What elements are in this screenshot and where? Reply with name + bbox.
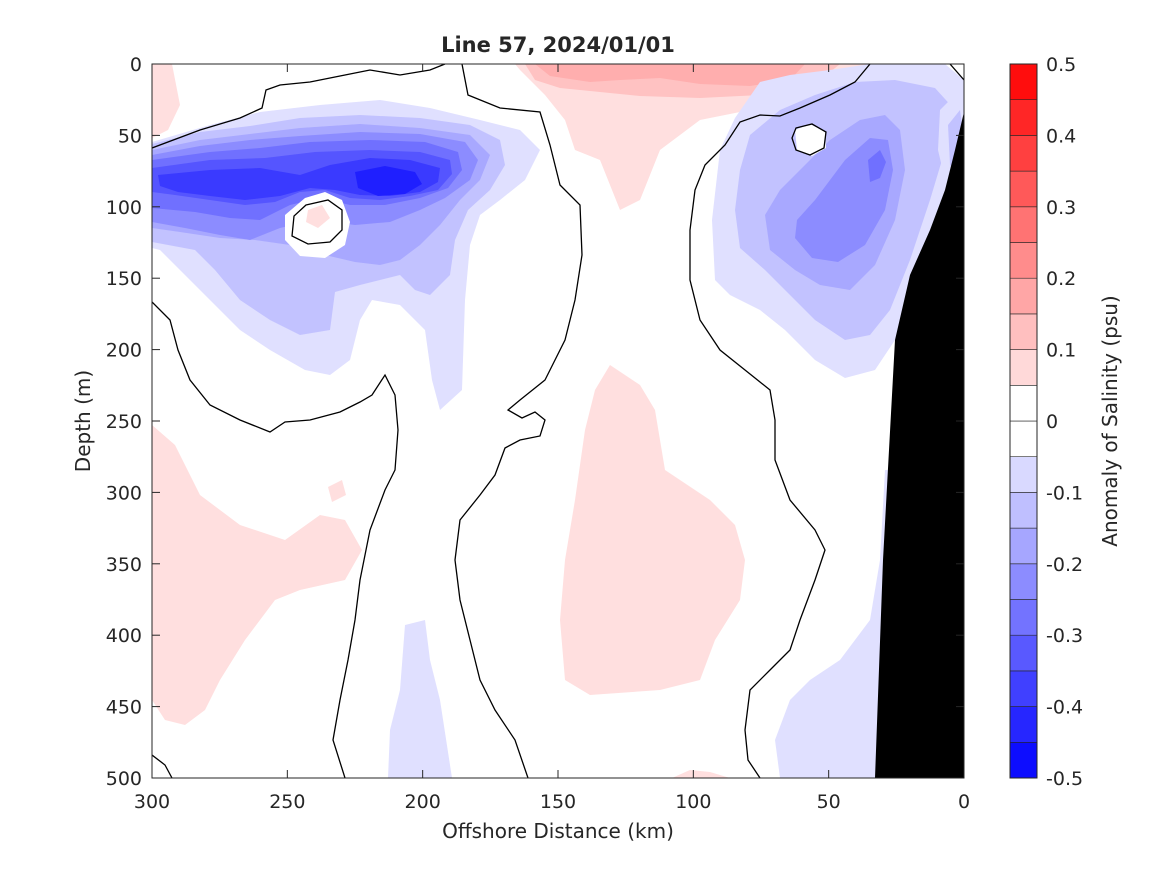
colorbar-swatch xyxy=(1009,384,1038,422)
x-tick-label: 250 xyxy=(269,791,305,813)
positive-region-bottom xyxy=(672,770,730,778)
chart-title: Line 57, 2024/01/01 xyxy=(441,33,675,57)
y-axis: 0 50 100 150 200 250 300 350 400 450 500 xyxy=(106,54,964,790)
positive-region-surface-core xyxy=(535,64,805,86)
neg-west-deep xyxy=(388,620,452,778)
contour-line xyxy=(152,754,173,778)
plot-area xyxy=(152,64,964,778)
colorbar-swatch xyxy=(1009,741,1038,779)
y-axis-label: Depth (m) xyxy=(71,370,95,472)
neg-east-0.20 xyxy=(795,138,893,262)
neg-east-deep xyxy=(775,470,890,778)
colorbar-swatch xyxy=(1009,563,1038,600)
colorbar-swatch xyxy=(1009,527,1038,565)
neg-west-0.40 xyxy=(355,166,422,196)
colorbar-swatch xyxy=(1009,492,1038,529)
y-tick-label: 450 xyxy=(106,697,142,719)
colorbar-swatch xyxy=(1009,706,1038,743)
colorbar-tick-label: -0.3 xyxy=(1046,625,1083,647)
y-tick-label: 50 xyxy=(118,125,142,147)
x-tick-label: 300 xyxy=(134,791,170,813)
y-tick-label: 500 xyxy=(106,768,142,790)
colorbar-swatch xyxy=(1009,313,1038,350)
colorbar-swatch xyxy=(1009,99,1038,136)
y-tick-label: 400 xyxy=(106,625,142,647)
colorbar-tick-label: 0.1 xyxy=(1046,340,1076,362)
colorbar-tick-label: -0.4 xyxy=(1046,697,1083,719)
contour-line xyxy=(152,64,446,149)
contour-line xyxy=(689,64,871,778)
colorbar-label: Anomaly of Salinity (psu) xyxy=(1098,295,1122,546)
colorbar-swatch xyxy=(1009,670,1038,707)
contour-line xyxy=(791,123,827,156)
x-axis-label: Offshore Distance (km) xyxy=(442,819,674,843)
colorbar-tick-label: -0.5 xyxy=(1046,768,1083,790)
y-tick-label: 150 xyxy=(106,268,142,290)
negative-anomaly-east xyxy=(712,64,964,778)
colorbar-swatch xyxy=(1009,206,1038,243)
colorbar-swatch xyxy=(1009,599,1038,636)
colorbar-tick-label: -0.2 xyxy=(1046,554,1083,576)
y-tick-label: 100 xyxy=(106,197,142,219)
x-axis: 300 250 200 150 100 50 0 xyxy=(134,64,970,813)
positive-region-small-patch xyxy=(328,480,346,502)
x-tick-label: 200 xyxy=(405,791,441,813)
colorbar-tick-label: 0.5 xyxy=(1046,54,1076,76)
colorbar-swatch xyxy=(1009,277,1038,315)
x-tick-label: 50 xyxy=(817,791,841,813)
colorbar-frame xyxy=(1009,63,1038,779)
positive-region-offshore-deep xyxy=(152,425,362,725)
x-tick-label: 100 xyxy=(675,791,711,813)
y-tick-label: 350 xyxy=(106,554,142,576)
contour-line xyxy=(454,64,583,778)
colorbar-swatch xyxy=(1009,420,1038,458)
contour-line xyxy=(291,199,343,245)
colorbar-tick-label: -0.1 xyxy=(1046,482,1083,504)
x-tick-label: 150 xyxy=(540,791,576,813)
colorbar-swatch xyxy=(1009,634,1038,672)
y-tick-label: 250 xyxy=(106,411,142,433)
colorbar-swatch xyxy=(1009,349,1038,386)
positive-region-mid-depth xyxy=(560,365,745,695)
y-tick-label: 300 xyxy=(106,482,142,504)
y-tick-label: 0 xyxy=(130,54,142,76)
colorbar-tick-label: 0 xyxy=(1046,411,1058,433)
y-tick-label: 200 xyxy=(106,340,142,362)
colorbar-tick-label: 0.3 xyxy=(1046,197,1076,219)
colorbar-swatch xyxy=(1009,63,1038,101)
contour-line xyxy=(152,301,399,778)
bathymetry xyxy=(875,112,964,778)
x-tick-label: 0 xyxy=(958,791,970,813)
zero-contours xyxy=(152,64,964,778)
colorbar-tick-label: 0.4 xyxy=(1046,125,1076,147)
ring-pink-patch xyxy=(306,205,330,228)
colorbar-swatch xyxy=(1009,242,1038,279)
colorbar: 0.5 0.4 0.3 0.2 0.1 0 -0.1 -0.2 -0.3 -0.4 -0.5 xyxy=(1009,54,1083,790)
positive-region-surface-offshore xyxy=(152,64,180,138)
colorbar-tick-label: 0.2 xyxy=(1046,268,1076,290)
colorbar-swatch xyxy=(1009,135,1038,172)
neg-east-white-hole xyxy=(795,124,826,156)
colorbar-swatch xyxy=(1009,170,1038,208)
colorbar-swatch xyxy=(1009,456,1038,493)
neg-east-0.25 xyxy=(868,150,886,182)
contour-line xyxy=(949,64,964,81)
